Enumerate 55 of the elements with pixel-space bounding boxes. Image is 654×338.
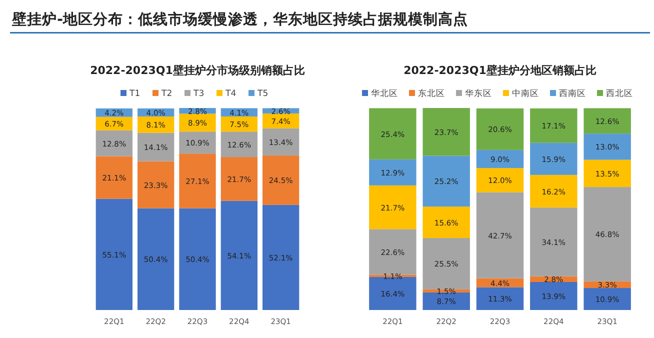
legend-label: 华东区 <box>465 88 492 99</box>
bar <box>422 108 470 156</box>
bar <box>179 154 216 208</box>
bar <box>476 287 524 310</box>
bar <box>476 192 524 278</box>
legend-label: T2 <box>160 89 172 99</box>
legend-label: 西北区 <box>606 88 633 99</box>
bar <box>96 198 132 310</box>
bar <box>476 150 524 168</box>
bar <box>584 134 631 160</box>
bar <box>530 208 578 276</box>
bar <box>96 156 132 199</box>
bar <box>584 160 631 188</box>
bar <box>369 229 416 275</box>
legend-label: 中南区 <box>512 88 539 99</box>
bar <box>179 132 216 154</box>
bar <box>476 168 524 192</box>
bar <box>584 108 631 134</box>
bar <box>138 161 174 208</box>
bar <box>138 132 174 162</box>
chart-title: 2022-2023Q1壁挂炉分市场级别销额占比 <box>90 64 305 77</box>
bar <box>422 238 470 290</box>
bar <box>369 185 416 230</box>
bar <box>422 206 470 238</box>
bar <box>530 282 578 310</box>
bar <box>476 108 524 150</box>
bar <box>530 142 578 175</box>
bar <box>530 174 578 208</box>
legend-label: 西南区 <box>559 88 586 99</box>
bar <box>138 208 174 310</box>
bar <box>262 155 300 205</box>
text: 壁挂炉-地区分布：低线市场缓慢渗透，华东地区持续占据规模制高点 <box>11 10 468 28</box>
legend-label: 华北区 <box>371 88 398 99</box>
legend-label: T3 <box>192 89 204 99</box>
legend-label: T5 <box>256 89 268 99</box>
bar <box>369 159 416 186</box>
bar <box>262 128 300 156</box>
legend-label: T1 <box>128 89 140 99</box>
bar <box>262 204 300 310</box>
bar <box>584 187 631 282</box>
bar <box>220 116 258 132</box>
bar <box>369 108 416 160</box>
bar <box>530 108 578 143</box>
bar <box>179 114 216 132</box>
bar <box>220 200 258 310</box>
bar <box>220 157 258 201</box>
bar <box>422 156 470 207</box>
bar <box>138 116 174 133</box>
bar <box>96 130 132 156</box>
chart-title: 2022-2023Q1壁挂炉分地区销额占比 <box>404 64 596 77</box>
bar <box>220 132 258 158</box>
bar <box>584 288 631 310</box>
legend-label: T4 <box>224 89 236 99</box>
legend-label: 东北区 <box>418 88 445 99</box>
bar <box>179 208 216 310</box>
